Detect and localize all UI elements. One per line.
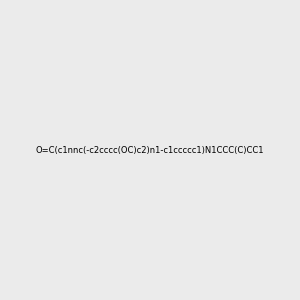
Text: O=C(c1nnc(-c2cccc(OC)c2)n1-c1ccccc1)N1CCC(C)CC1: O=C(c1nnc(-c2cccc(OC)c2)n1-c1ccccc1)N1CC… bbox=[36, 146, 264, 154]
